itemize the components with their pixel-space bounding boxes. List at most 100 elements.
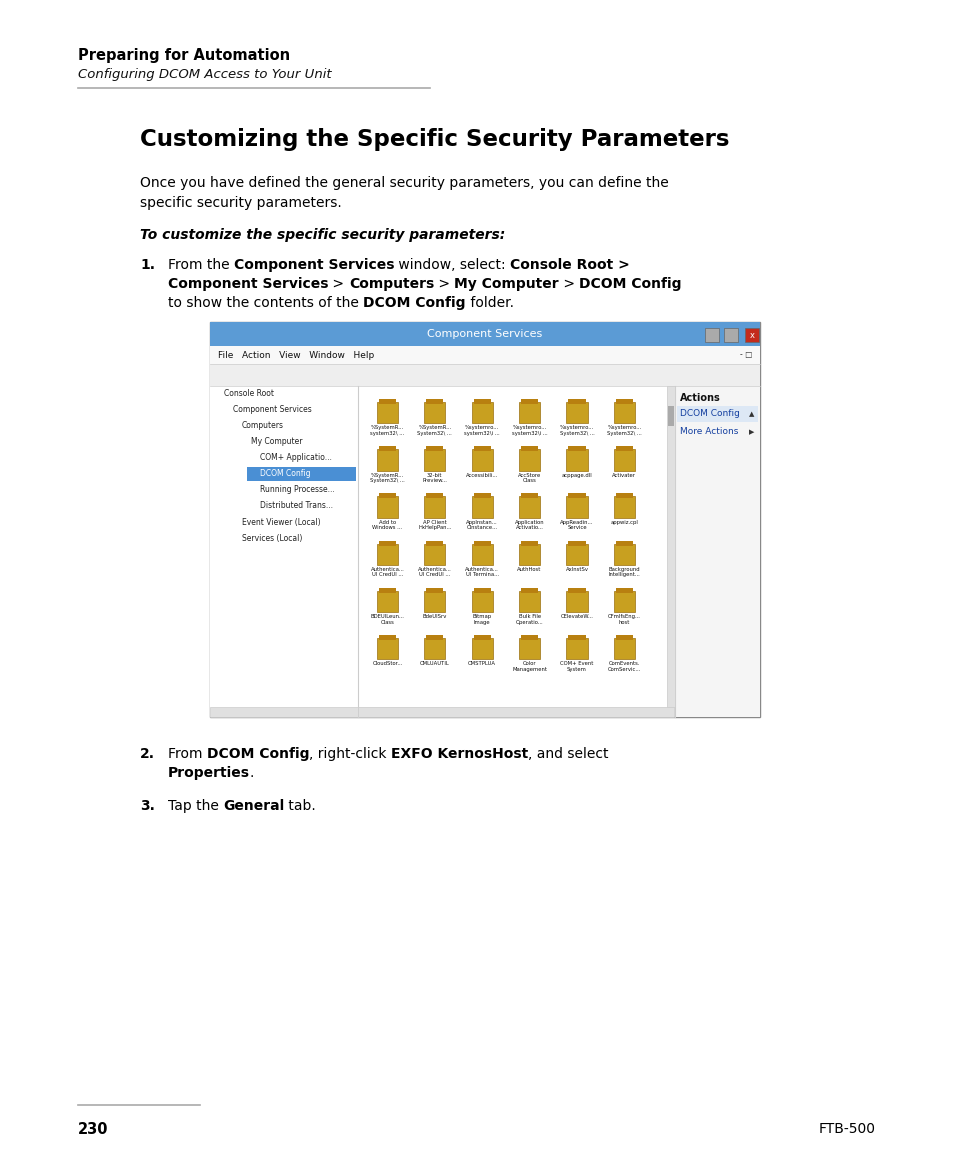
- Text: %SystemR...
System32\ ...: %SystemR... System32\ ...: [370, 473, 404, 483]
- Text: tab.: tab.: [284, 799, 315, 812]
- Text: >: >: [558, 277, 578, 291]
- Text: AxInstSv: AxInstSv: [565, 567, 588, 571]
- Text: 3.: 3.: [140, 799, 154, 812]
- Text: folder.: folder.: [465, 296, 514, 309]
- Text: From: From: [168, 748, 207, 761]
- Text: Authentica...
UI CredUI ...: Authentica... UI CredUI ...: [417, 567, 451, 577]
- Bar: [426, 541, 443, 546]
- Text: FTB-500: FTB-500: [818, 1122, 875, 1136]
- Text: 32-bit
Preview...: 32-bit Preview...: [422, 473, 447, 483]
- Bar: [568, 446, 585, 451]
- Text: Distributed Trans...: Distributed Trans...: [260, 502, 333, 510]
- Bar: [376, 496, 397, 518]
- Bar: [518, 402, 539, 423]
- Bar: [473, 635, 490, 640]
- Bar: [210, 386, 357, 717]
- Bar: [568, 494, 585, 498]
- Text: CMSTPLUA: CMSTPLUA: [468, 662, 496, 666]
- Text: Background
Intelligent...: Background Intelligent...: [608, 567, 639, 577]
- Bar: [471, 496, 493, 518]
- Text: - □: - □: [739, 350, 751, 359]
- Bar: [566, 544, 587, 564]
- Text: ▶: ▶: [748, 429, 754, 435]
- Bar: [424, 639, 445, 659]
- Bar: [426, 635, 443, 640]
- Bar: [566, 639, 587, 659]
- Text: DCOM Config: DCOM Config: [578, 277, 681, 291]
- Bar: [376, 544, 397, 564]
- Bar: [615, 446, 632, 451]
- Bar: [424, 450, 445, 471]
- Bar: [615, 541, 632, 546]
- Text: COM+ Event
System: COM+ Event System: [559, 662, 593, 672]
- Bar: [378, 494, 395, 498]
- Text: DCOM Config: DCOM Config: [679, 409, 740, 418]
- Bar: [704, 328, 719, 342]
- Text: %systemro...
system32\i ...: %systemro... system32\i ...: [511, 425, 547, 436]
- Text: ComEvents.
ComServic...: ComEvents. ComServic...: [607, 662, 640, 672]
- Bar: [615, 588, 632, 593]
- Bar: [566, 496, 587, 518]
- Bar: [426, 494, 443, 498]
- Bar: [518, 591, 539, 612]
- Text: To customize the specific security parameters:: To customize the specific security param…: [140, 228, 505, 242]
- Text: Customizing the Specific Security Parameters: Customizing the Specific Security Parame…: [140, 127, 729, 151]
- Bar: [210, 707, 357, 717]
- Bar: [566, 450, 587, 471]
- Bar: [210, 322, 760, 347]
- Bar: [247, 467, 355, 481]
- Text: Computers: Computers: [242, 422, 284, 430]
- Text: specific security parameters.: specific security parameters.: [140, 196, 341, 210]
- Text: DCOM Config: DCOM Config: [207, 748, 309, 761]
- Text: Application
Activatio...: Application Activatio...: [515, 519, 544, 530]
- Text: General: General: [223, 799, 284, 812]
- Text: >: >: [328, 277, 349, 291]
- Bar: [471, 402, 493, 423]
- Bar: [378, 399, 395, 404]
- Text: %systemro...
System32\ ...: %systemro... System32\ ...: [606, 425, 641, 436]
- Text: Authentica...
UI Termina...: Authentica... UI Termina...: [465, 567, 498, 577]
- Text: File   Action   View   Window   Help: File Action View Window Help: [218, 350, 374, 359]
- Text: Services (Local): Services (Local): [242, 533, 302, 542]
- Bar: [566, 591, 587, 612]
- Bar: [568, 541, 585, 546]
- Bar: [471, 450, 493, 471]
- Bar: [471, 591, 493, 612]
- Text: DCOM Config: DCOM Config: [260, 469, 311, 479]
- Bar: [471, 544, 493, 564]
- Text: Preparing for Automation: Preparing for Automation: [78, 48, 290, 63]
- Bar: [471, 639, 493, 659]
- Bar: [518, 544, 539, 564]
- Text: %SystemR...
system32\ ...: %SystemR... system32\ ...: [370, 425, 404, 436]
- Text: Accessibili...: Accessibili...: [466, 473, 497, 478]
- Bar: [615, 635, 632, 640]
- Text: x: x: [749, 330, 754, 340]
- Text: Event Viewer (Local): Event Viewer (Local): [242, 518, 320, 526]
- Bar: [520, 494, 537, 498]
- Text: From the: From the: [168, 258, 233, 272]
- Text: Activater: Activater: [612, 473, 636, 478]
- Text: , right-click: , right-click: [309, 748, 391, 761]
- Text: CElevateW...: CElevateW...: [560, 614, 593, 619]
- Bar: [518, 496, 539, 518]
- Text: AccStore
Class: AccStore Class: [517, 473, 540, 483]
- Bar: [210, 322, 760, 717]
- Bar: [677, 406, 758, 422]
- Text: Component Services: Component Services: [233, 258, 395, 272]
- Text: acppage.dll: acppage.dll: [561, 473, 592, 478]
- Text: Computers: Computers: [349, 277, 434, 291]
- Bar: [568, 588, 585, 593]
- Bar: [376, 450, 397, 471]
- Bar: [568, 399, 585, 404]
- Text: My Computer: My Computer: [251, 437, 302, 446]
- Bar: [613, 402, 635, 423]
- Text: Component Services: Component Services: [233, 406, 312, 415]
- Text: Color
Management: Color Management: [512, 662, 546, 672]
- Text: window, select:: window, select:: [395, 258, 510, 272]
- Bar: [613, 639, 635, 659]
- Bar: [520, 446, 537, 451]
- Text: Console Root >: Console Root >: [510, 258, 630, 272]
- Bar: [667, 406, 673, 427]
- Text: Properties: Properties: [168, 766, 250, 780]
- Bar: [376, 639, 397, 659]
